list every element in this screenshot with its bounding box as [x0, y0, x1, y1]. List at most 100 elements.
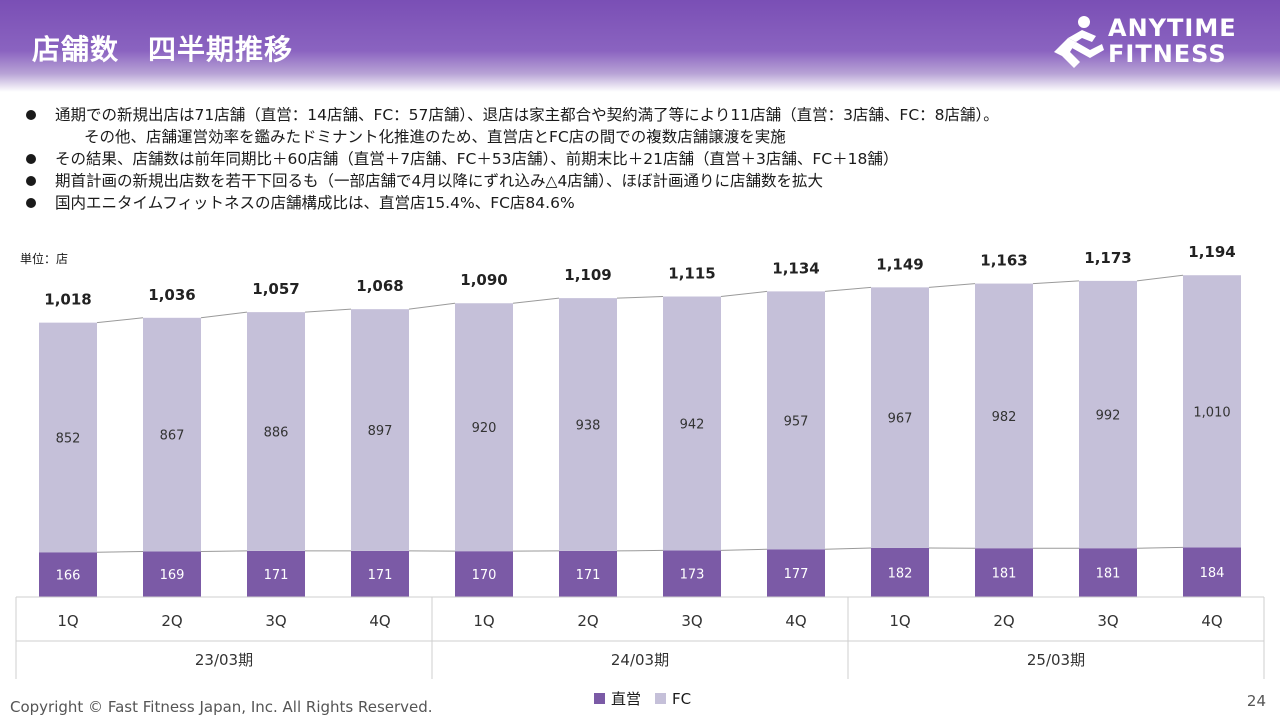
data-label-fc: 982	[992, 410, 1017, 425]
data-label-fc: 852	[56, 431, 81, 446]
data-label-fc: 992	[1096, 409, 1121, 424]
connector-line-total	[1136, 274, 1184, 282]
data-label-fc: 867	[160, 429, 185, 444]
bar-fc	[351, 309, 409, 551]
x-tick-label: 2Q	[161, 612, 182, 630]
data-label-fc: 942	[680, 417, 705, 432]
connector-line-total	[408, 302, 456, 310]
data-label-total: 1,090	[460, 271, 507, 289]
data-label-total: 1,173	[1084, 249, 1131, 267]
data-label-total: 1,057	[252, 280, 299, 298]
connector-line-total	[512, 297, 560, 304]
x-tick-label: 1Q	[889, 612, 910, 630]
x-tick-label: 1Q	[57, 612, 78, 630]
logo-text-anytime: ANYTIME	[1108, 14, 1237, 42]
legend-label-fc: FC	[672, 689, 692, 708]
bullet-text: 期首計画の新規出店数を若干下回るも（一部店舗で4月以降にずれ込み△4店舗）、ほぼ…	[55, 172, 824, 190]
bar-direct	[1183, 547, 1241, 597]
bar-fc	[39, 322, 97, 553]
connector-line-direct	[720, 548, 768, 551]
bar-fc	[767, 291, 825, 550]
anytime-fitness-logo: ANYTIME FITNESS	[1046, 12, 1268, 72]
store-count-stacked-bar-chart: 166 852 1,018 169 867 1,036 171 886 1,057 171 897 1…	[15, 243, 1265, 679]
data-label-fc: 886	[264, 426, 289, 441]
connector-line-direct	[1136, 546, 1184, 549]
data-label-total: 1,036	[148, 286, 195, 304]
bullet-item: 通期での新規出店は71店舗（直営：14店舗、FC：57店舗）、退店は家主都合や契…	[26, 104, 1256, 126]
connector-line-direct	[96, 550, 144, 553]
bar-direct	[455, 551, 513, 597]
bar-direct	[559, 550, 617, 597]
legend-label-direct: 直営	[611, 690, 642, 708]
data-label-fc: 967	[888, 412, 913, 427]
bar-fc	[455, 303, 513, 552]
bullet-text: 国内エニタイムフィットネスの店舗構成比は、直営店15.4%、FC店84.6%	[55, 194, 575, 212]
data-label-direct: 169	[160, 568, 185, 583]
data-label-direct: 171	[368, 568, 393, 583]
connector-line-direct	[616, 549, 664, 552]
data-label-direct: 177	[784, 567, 809, 582]
bullet-dot-icon	[26, 176, 36, 186]
bullet-item-continuation: その他、店舗運営効率を鑑みたドミナント化推進のため、直営店とFC店の間での複数店…	[26, 126, 1256, 148]
bar-direct	[143, 551, 201, 597]
legend-swatch-direct	[594, 693, 605, 704]
unit-label: 単位：店	[20, 252, 69, 266]
x-tick-label: 4Q	[1201, 612, 1222, 630]
bar-direct	[767, 549, 825, 597]
copyright-notice: Copyright © Fast Fitness Japan, Inc. All…	[10, 698, 433, 716]
connector-line-direct	[200, 550, 248, 552]
bullet-dot-icon	[26, 110, 36, 120]
summary-bullets: 通期での新規出店は71店舗（直営：14店舗、FC：57店舗）、退店は家主都合や契…	[26, 104, 1256, 214]
connector-line-total	[928, 283, 976, 288]
connector-line-total	[304, 308, 352, 313]
data-label-direct: 171	[576, 568, 601, 583]
bar-fc	[871, 287, 929, 548]
data-label-fc: 920	[472, 421, 497, 436]
bullet-text: 通期での新規出店は71店舗（直営：14店舗、FC：57店舗）、退店は家主都合や契…	[55, 106, 999, 124]
legend-swatch-fc	[655, 693, 667, 704]
bar-direct	[247, 550, 305, 597]
bar-direct	[663, 550, 721, 597]
x-tick-label: 4Q	[785, 612, 806, 630]
bullet-text: その他、店舗運営効率を鑑みたドミナント化推進のため、直営店とFC店の間での複数店…	[84, 128, 786, 146]
data-label-total: 1,109	[564, 266, 611, 284]
bar-direct	[975, 548, 1033, 597]
bar-fc	[143, 317, 201, 552]
connector-line-total	[616, 296, 664, 299]
bar-direct	[351, 550, 409, 597]
x-tick-label: 1Q	[473, 612, 494, 630]
page-number: 24	[1246, 692, 1266, 710]
bullet-text: その結果、店舗数は前年同期比＋60店舗（直営＋7店舗、FC＋53店舗）、前期末比…	[55, 150, 899, 168]
data-label-total: 1,149	[876, 255, 923, 273]
data-label-direct: 173	[680, 568, 705, 583]
x-tick-label: 3Q	[265, 612, 286, 630]
bullet-item: その結果、店舗数は前年同期比＋60店舗（直営＋7店舗、FC＋53店舗）、前期末比…	[26, 148, 1256, 170]
connector-line-total	[200, 311, 248, 319]
bar-fc	[1079, 280, 1137, 549]
group-label: 23/03期	[195, 651, 253, 669]
data-label-fc: 957	[784, 414, 809, 429]
bar-fc	[247, 312, 305, 551]
connector-line-total	[720, 290, 768, 298]
bullet-item: 国内エニタイムフィットネスの店舗構成比は、直営店15.4%、FC店84.6%	[26, 192, 1256, 214]
x-tick-label: 2Q	[993, 612, 1014, 630]
data-label-direct: 170	[472, 568, 497, 583]
data-label-fc: 1,010	[1193, 405, 1230, 420]
connector-line-total	[824, 286, 872, 292]
group-label: 25/03期	[1027, 651, 1085, 669]
group-label: 24/03期	[611, 651, 669, 669]
bullet-dot-icon	[26, 198, 36, 208]
header-banner: 店舗数 四半期推移 ANYTIME FITNESS	[0, 0, 1280, 92]
bullet-item: 期首計画の新規出店数を若干下回るも（一部店舗で4月以降にずれ込み△4店舗）、ほぼ…	[26, 170, 1256, 192]
data-label-direct: 166	[56, 569, 81, 584]
data-label-direct: 181	[992, 567, 1017, 582]
connector-line-total	[1032, 280, 1080, 285]
data-label-fc: 938	[576, 419, 601, 434]
bullet-dot-icon	[26, 154, 36, 164]
logo-text-fitness: FITNESS	[1108, 40, 1227, 68]
data-label-total: 1,068	[356, 277, 403, 295]
data-label-direct: 184	[1200, 566, 1225, 581]
x-tick-label: 4Q	[369, 612, 390, 630]
bar-fc	[975, 283, 1033, 549]
bar-fc	[663, 296, 721, 551]
